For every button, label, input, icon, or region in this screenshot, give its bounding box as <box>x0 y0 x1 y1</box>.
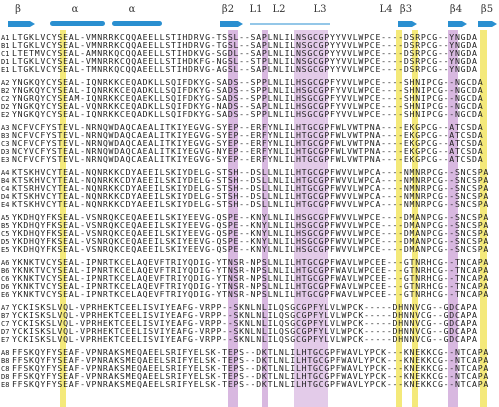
sequence-label: A6 <box>1 259 9 267</box>
sequence: YCKISKSLVQL-VPRHEKTCEELISVIYEAFG-VRPP--S… <box>12 334 478 344</box>
sequence: YCKISKSLVQL-VPRHEKTCEELISVIYEAFG-VRPP--S… <box>12 302 478 312</box>
sequence-label: D2 <box>1 103 9 111</box>
sequence-label: A4 <box>1 169 9 177</box>
sequence-label: B4 <box>1 177 9 185</box>
sequence: FFSKQYFYSEAF-VPNRAKSMEQAEELSRIFYELSK-TEP… <box>12 379 489 389</box>
sequence: KTSKHVCYTEAL-NQNRKKCDYAEEILSKIYDELG-STSH… <box>12 175 489 185</box>
sequence-label: A8 <box>1 349 9 357</box>
sequence-label: B7 <box>1 312 9 320</box>
sequence: YKNKTVCYSEAL-IPNRTKCELAQEVFTRIYQDIG-YTNS… <box>12 281 489 291</box>
sequence: FFSKQYFYSEAF-VPNRAKSMEQAEELSRIFYELSK-TEP… <box>12 363 489 373</box>
sequence: YKDHQYFKSEAL-VSNRQKCEQAEEILSKIYEEVG-QSPE… <box>12 236 489 246</box>
sequence-label: A3 <box>1 124 9 132</box>
sequence-label: A2 <box>1 79 9 87</box>
sequence: YNGKQYCYSEAL-IQNRKKCEQADKLLSQIFDKYG-SADS… <box>12 85 483 95</box>
sequence-label: E4 <box>1 201 9 209</box>
structure-label: β <box>15 4 21 15</box>
sequence: LTETMVCYSEAL-AMNRKQCQQAEELLSTIHDKVG-SGDL… <box>12 48 478 58</box>
sequence: LTGKLVCYSEAL-VMNRRKCQQAEELLSTIHDRVG-TSSL… <box>12 32 478 42</box>
sequence: YNGKQYCYSEAL-IQNRKKCEQADKLLSQIFDKYG-SADS… <box>12 109 483 119</box>
sequence: YNGKQYCYSEAL-VQNRKKCEQADKLLSQIFDKYG-NADS… <box>12 101 483 111</box>
sequence: NCFVCFYSTEVL-NRNQWDAQCAEALITKIYEGVG-SYEP… <box>12 138 483 148</box>
sequence: KTSKHVCYTEAL-NQNRKKCDYAEEILSKIYDELG-STSH… <box>12 199 489 209</box>
sequence: YKNKTVCYSEAL-IPNRTKCELAQEVFTRIYQDIG-YTNS… <box>12 265 489 275</box>
structure-label: L4 <box>379 4 392 15</box>
sequence-label: A1 <box>1 34 9 42</box>
sequence: YKDHQYFKSEAL-VSNRQKCEQAEEILSKIYEEVG-QSPE… <box>12 244 489 254</box>
structure-label: β2 <box>222 4 234 15</box>
sequence-label: B6 <box>1 267 9 275</box>
sequence-label: E3 <box>1 156 9 164</box>
sequence: YCKISKSLVQL-VPRHEKTCEELISVIYEAFG-VRPP--S… <box>12 310 478 320</box>
structure-label: α <box>129 4 136 15</box>
sequence-label: C6 <box>1 275 9 283</box>
sequence-label: D8 <box>1 373 9 381</box>
sequence: FFSKQYFYSEAF-VPNRAKSMEQAEELSRIFYELSK-TEP… <box>12 347 489 357</box>
sequence-label: D3 <box>1 148 9 156</box>
structure-label: β5 <box>481 4 493 15</box>
sequence-label: B3 <box>1 132 9 140</box>
structure-label: β3 <box>400 4 412 15</box>
sequence-label: E8 <box>1 381 9 389</box>
sequence-label: C1 <box>1 50 9 58</box>
sequence-label: D5 <box>1 238 9 246</box>
sequence-label: C3 <box>1 140 9 148</box>
column-highlights <box>60 30 487 407</box>
sequence-label: E6 <box>1 291 9 299</box>
sequence: LTGKLVCYSEAL-VMNRRKCQQAEELLSTIHDRVG-TGSL… <box>12 40 478 50</box>
sequence: NCFVCFYSTEVL-NRNQWDAQCAEALITKIYEGVG-SYEP… <box>12 122 483 132</box>
sequence-label: B2 <box>1 87 9 95</box>
sequence: NCYVCFYSTEAL-NRNQWDAQCAEALITKIYEGVG-NYEP… <box>12 146 483 156</box>
structure-label: α <box>72 4 79 15</box>
sequence: KTSKHVCYTEAL-NQNRKKCDYAEEILSKIYDELG-STSH… <box>12 191 489 201</box>
sequence: YCKISKSLVQL-VPRHEKTCEELISVIYEAFG-VRPP--S… <box>12 326 478 336</box>
sequence-label: D7 <box>1 328 9 336</box>
sequence-label: B8 <box>1 357 9 365</box>
sequence-label: B1 <box>1 42 9 50</box>
sequence: KTSRHVCYTEAL-NQNRKKCDYAEEILSKIYDELG-STSH… <box>12 183 489 193</box>
sequence: LTGKLVCYSEAL-TMNRKQCQQAEELLSTIHDRVG-AGSL… <box>12 64 478 74</box>
sequence-label: D1 <box>1 58 9 66</box>
structure-label: L3 <box>313 4 326 15</box>
sequence: YKDHQYFKSEAL-VSNRQKCEQAEEILSKIYEEVG-QSPE… <box>12 228 489 238</box>
sequence-label: C4 <box>1 185 9 193</box>
sequence-label: A7 <box>1 304 9 312</box>
sequence: NCFVCFYSTEVL-NRNQWDAQCAEALITKIYEGVG-SYEP… <box>12 130 483 140</box>
sequence: YCKISKSLVQL-VPRHEKTCEELISVIYEAFG-VRPP--S… <box>12 318 478 328</box>
sequence-label: E2 <box>1 111 9 119</box>
sequence: YKNKTVCYSEAL-IPNRTKCELAQEVFTRIYQDIG-YTNS… <box>12 273 489 283</box>
sequence: NCFVCFYSTEVL-NRNQWDAQCAEALITKIYEGVG-SYEP… <box>12 154 483 164</box>
sequence: KTSKHVCYTEAL-NQNRKKCDYAEEILSKIYDELG-STSH… <box>12 167 489 177</box>
sequence: YKNKTVCYSEAL-IPNRTKCELAQEVFTRIYQDIG-YTNS… <box>12 289 489 299</box>
sequence: YNGKQYCYSEAL-IQNRKKCEQADKLLSQIFDKYG-SADS… <box>12 77 483 87</box>
sequence-label: A5 <box>1 214 9 222</box>
structure-label: L2 <box>272 4 285 15</box>
sequence-label: E5 <box>1 246 9 254</box>
sequence-label: C2 <box>1 95 9 103</box>
sequence: YKDHQYFKSEAL-VSNRQKCEQAEEILSKIYEEVG-QSPE… <box>12 212 489 222</box>
sequence: YKDHQYFKSEAL-VSNRQKCEQAEEILSKIYEEVG-QSPE… <box>12 220 489 230</box>
sequence-label: B5 <box>1 222 9 230</box>
structure-label: β4 <box>450 4 462 15</box>
sequence-label: E1 <box>1 66 9 74</box>
sequence-label: D4 <box>1 193 9 201</box>
sequence-label: C7 <box>1 320 9 328</box>
sequence-label: C5 <box>1 230 9 238</box>
sequence: LTGKLVCYSEAL-VMNRRKCQQAEELLSTIHDKFG-NGSL… <box>12 56 478 66</box>
sequence: YNGRQYCYSEAM-IQNRKKCEQAEKLLSQIFDKYG-SADS… <box>12 93 483 103</box>
sequence-label: E7 <box>1 336 9 344</box>
structure-label: L1 <box>249 4 262 15</box>
sequence-label: D6 <box>1 283 9 291</box>
sequence: YKNKTVCYSEAL-IPNRTKCELAQEVFTRIYQDIG-YTNS… <box>12 257 489 267</box>
secondary-structure <box>8 21 497 27</box>
sequence: FFSKQYFYSEAF-VPNRAKSMEQAEELSRIFYELSK-TEP… <box>12 371 489 381</box>
sequence: FFSKQYFYSEAF-VPNRAKSMEQAEELSRIFYELSK-TEP… <box>12 355 489 365</box>
sequence-label: C8 <box>1 365 9 373</box>
